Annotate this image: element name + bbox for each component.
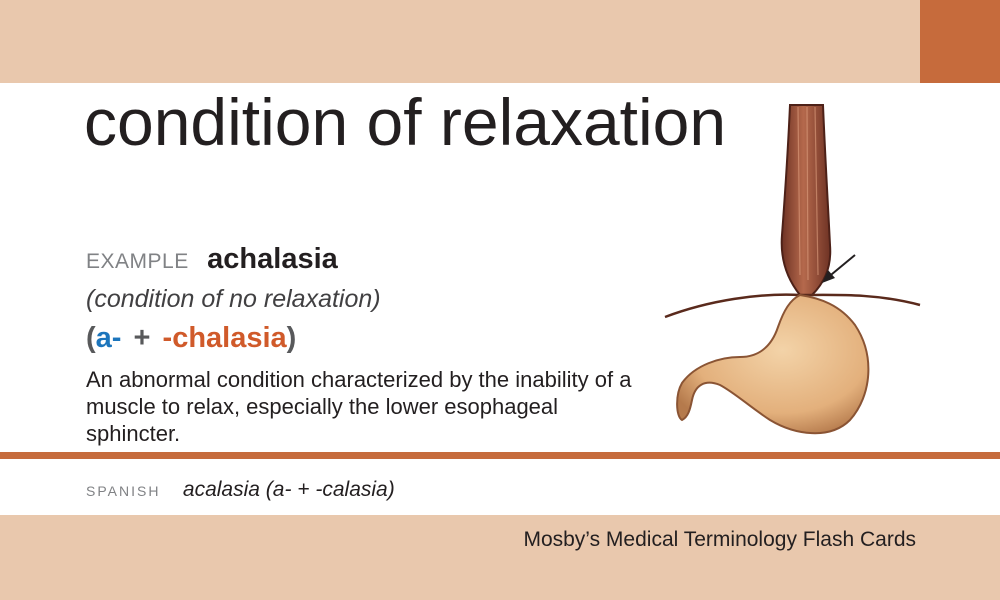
bottom-band xyxy=(0,515,1000,600)
parts-close-paren: ) xyxy=(286,322,297,354)
definition-text: An abnormal condition characterized by t… xyxy=(86,367,632,446)
parts-open-paren: ( xyxy=(86,322,96,354)
spanish-translation: acalasia (a- + -calasia) xyxy=(182,478,395,501)
esophagus-stomach-icon xyxy=(664,104,921,435)
word-parts: (a- + -chalasia) xyxy=(86,322,296,355)
example-word: achalasia xyxy=(207,243,338,275)
publisher-credit: Mosby’s Medical Terminology Flash Cards xyxy=(523,528,916,551)
spanish-label: SPANISH xyxy=(86,483,161,499)
prefix-part: a- xyxy=(95,322,122,354)
divider-rule xyxy=(0,452,1000,459)
plus-sign: + xyxy=(133,322,151,354)
main-term: condition of relaxation xyxy=(84,85,727,159)
example-row: EXAMPLE achalasia xyxy=(86,243,338,276)
corner-tab xyxy=(920,0,1000,83)
top-band xyxy=(0,0,1000,83)
spanish-row: SPANISH acalasia (a- + -calasia) xyxy=(86,478,395,502)
suffix-part: -chalasia xyxy=(162,322,287,354)
example-meaning: (condition of no relaxation) xyxy=(86,285,381,313)
example-label: EXAMPLE xyxy=(86,250,189,273)
